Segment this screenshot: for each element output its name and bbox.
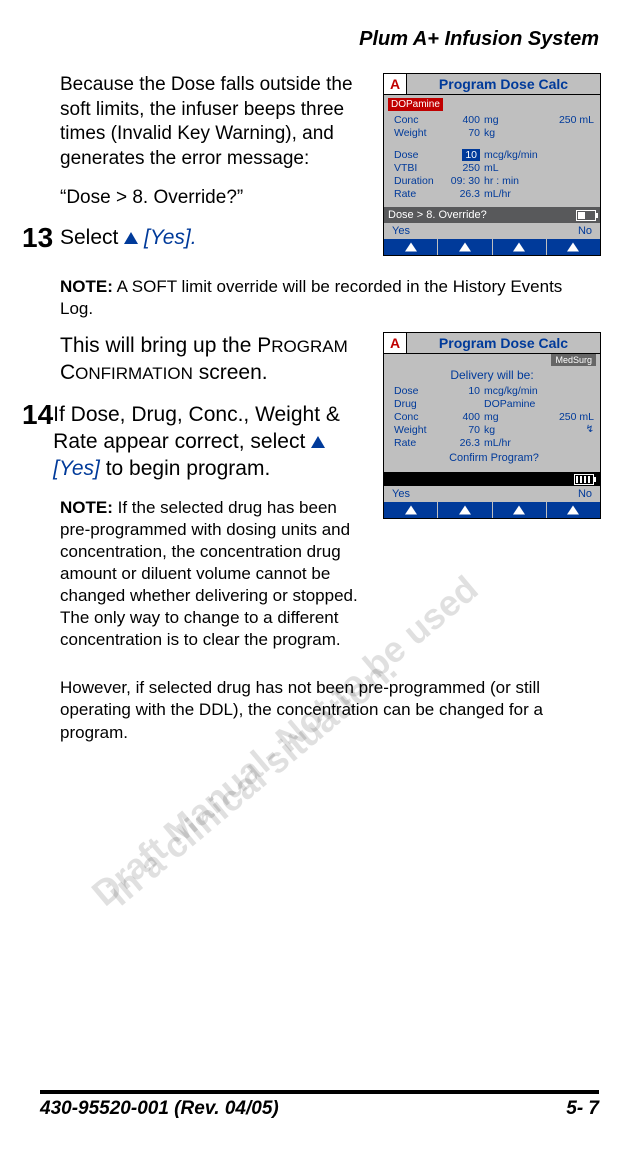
device-screen-1: A Program Dose Calc DOPamine Conc 400 mg… xyxy=(383,73,601,256)
medsurg-tag: MedSurg xyxy=(551,354,596,366)
note-2b: However, if selected drug has not been p… xyxy=(60,677,599,743)
step-14-text: If Dose, Drug, Conc., Weight & Rate appe… xyxy=(53,401,371,483)
confirm-question: Confirm Program? xyxy=(394,450,594,464)
channel-a-badge: A xyxy=(384,74,407,95)
softkey-no[interactable]: No xyxy=(578,225,592,237)
data-row: VTBI 250 mL xyxy=(394,162,594,174)
step-14-number: 14 xyxy=(22,401,53,483)
override-bar: Dose > 8. Override? xyxy=(384,207,600,223)
channel-a-badge: A xyxy=(384,333,407,354)
intro-text: Because the Dose falls outside the soft … xyxy=(60,73,371,172)
arrow-key-row[interactable] xyxy=(384,239,600,255)
note-1: NOTE: A SOFT limit override will be reco… xyxy=(60,276,599,320)
program-confirmation-text: This will bring up the PROGRAM CONFIRMAT… xyxy=(60,332,371,387)
device-screen-2: A Program Dose Calc MedSurg Delivery wil… xyxy=(383,332,601,519)
step-13-text: Select [Yes]. xyxy=(60,224,197,252)
intro-quote: “Dose > 8. Override?” xyxy=(60,186,371,211)
footer-docnum: 430-95520-001 (Rev. 04/05) xyxy=(40,1098,279,1120)
note-2a: NOTE: If the selected drug has been pre-… xyxy=(60,497,371,652)
delivery-header: Delivery will be: xyxy=(384,366,600,382)
step-13-number: 13 xyxy=(22,224,60,252)
device1-title: Program Dose Calc xyxy=(407,74,600,95)
softkey-no[interactable]: No xyxy=(578,488,592,500)
data-row: Duration 09: 30 hr : min xyxy=(394,175,594,187)
softkey-yes[interactable]: Yes xyxy=(392,488,410,500)
drug-tag: DOPamine xyxy=(388,98,443,111)
status-bar xyxy=(384,472,600,486)
data-row: Dose 10 mcg/kg/min xyxy=(394,385,594,397)
data-row: Weight 70 kg xyxy=(394,127,594,139)
data-row: Rate 26.3 mL/hr xyxy=(394,188,594,200)
battery-icon xyxy=(576,210,596,221)
data-row: Drug DOPamine xyxy=(394,398,594,410)
softkey-yes[interactable]: Yes xyxy=(392,225,410,237)
data-row: Weight 70 kg ↯ xyxy=(394,424,594,436)
data-row: Rate 26.3 mL/hr xyxy=(394,437,594,449)
yes-link-13: [Yes]. xyxy=(144,226,197,249)
arrow-key-row[interactable] xyxy=(384,502,600,518)
page-header: Plum A+ Infusion System xyxy=(60,28,599,51)
data-row: Dose 10 mcg/kg/min xyxy=(394,149,594,161)
device2-title: Program Dose Calc xyxy=(407,333,600,354)
data-row: Conc 400 mg 250 mL xyxy=(394,411,594,423)
data-row: Conc 400 mg 250 mL xyxy=(394,114,594,126)
battery-icon xyxy=(574,474,594,485)
footer-pagenum: 5- 7 xyxy=(566,1098,599,1120)
plug-icon: ↯ xyxy=(540,424,594,436)
yes-link-14: [Yes] xyxy=(53,457,100,480)
